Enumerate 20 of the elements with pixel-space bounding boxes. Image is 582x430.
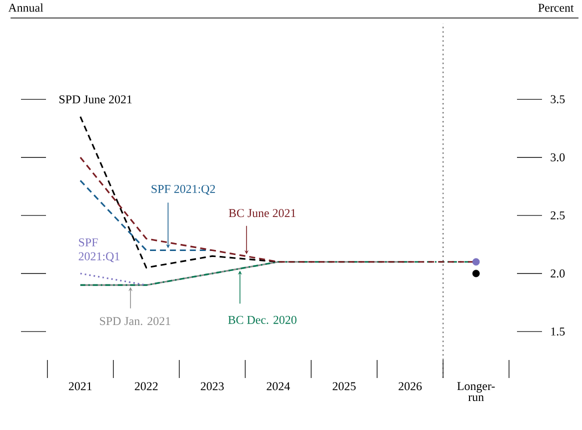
legend-label: SPD June 2021 [59,95,132,104]
text: BC June 2021 [228,209,296,218]
text: BC Dec. 2020 [228,316,296,324]
text: SPD Jan. 2021 [100,317,170,326]
series-label: SPF 2021:Q1 [78,238,120,262]
x-tick-label: 2026 [398,382,422,390]
x-tick-label: 2021 [68,382,92,390]
x-tick-label: Longer-run [457,382,495,402]
y-axis-title: Percent [538,4,574,12]
x-tick-label: 2025 [332,382,356,390]
x-tick-label: 2022 [134,382,158,390]
y-tick-label: 2.5 [550,211,565,220]
text: SPF 2021:Q2 [152,184,215,195]
y-tick-label: 2.0 [550,269,565,278]
x-tick-label: 2023 [200,382,224,390]
text: Annual [8,3,44,12]
x-tick-label: 2024 [266,382,290,390]
y-tick-label: 3.0 [550,153,565,162]
y-tick-label: 1.5 [551,328,565,336]
y-tick-label: 3.5 [550,95,565,104]
